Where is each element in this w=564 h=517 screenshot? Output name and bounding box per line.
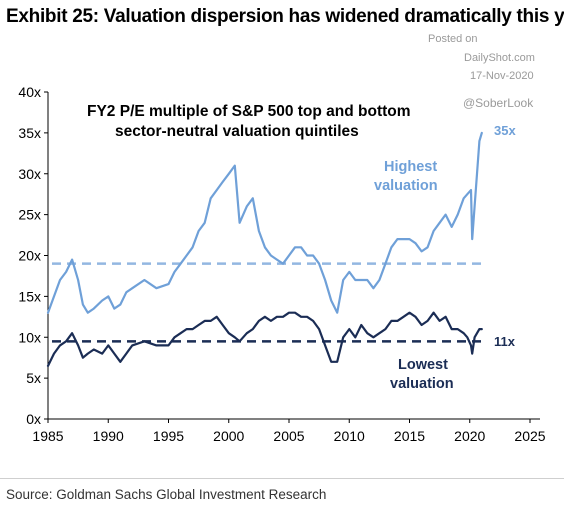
watermark-handle: @SoberLook bbox=[463, 96, 534, 110]
y-tick-label: 20x bbox=[18, 248, 41, 264]
chart-title-line1: FY2 P/E multiple of S&P 500 top and bott… bbox=[87, 103, 411, 120]
x-tick-label: 2015 bbox=[394, 428, 425, 444]
series-label-highest-2: valuation bbox=[374, 178, 438, 194]
series-line-lowest bbox=[46, 311, 483, 367]
chart-title-line2: sector-neutral valuation quintiles bbox=[115, 123, 359, 140]
y-tick-label: 25x bbox=[18, 207, 41, 223]
watermark-date: 17-Nov-2020 bbox=[470, 70, 534, 82]
x-tick-label: 2000 bbox=[213, 428, 244, 444]
y-tick-label: 5x bbox=[26, 370, 41, 386]
source-note: Source: Goldman Sachs Global Investment … bbox=[6, 487, 327, 502]
chart-axes: 0x 5x 10x 15x 20x 25x 30x 35x 40x 1985 1990 1995 200… bbox=[18, 84, 545, 444]
watermark-site: DailyShot.com bbox=[464, 52, 535, 64]
series-label-lowest-1: Lowest bbox=[398, 357, 448, 373]
average-reference-lines bbox=[52, 262, 482, 343]
y-tick-label: 40x bbox=[18, 84, 41, 100]
watermark-posted-on: Posted on bbox=[428, 33, 478, 45]
x-tick-label: 1990 bbox=[93, 428, 124, 444]
series-label-lowest-2: valuation bbox=[390, 376, 454, 392]
series-lines bbox=[46, 131, 483, 367]
footer-divider bbox=[0, 478, 564, 479]
end-label-lowest: 11x bbox=[494, 334, 516, 349]
y-tick-label: 10x bbox=[18, 329, 41, 345]
y-tick-label: 30x bbox=[18, 166, 41, 182]
page-title: Exhibit 25: Valuation dispersion has wid… bbox=[6, 6, 564, 27]
y-tick-label: 35x bbox=[18, 125, 41, 141]
x-tick-label: 2020 bbox=[454, 428, 485, 444]
valuation-line-chart: 0x 5x 10x 15x 20x 25x 30x 35x 40x 1985 1990 1995 200… bbox=[18, 84, 545, 444]
x-tick-label: 2010 bbox=[334, 428, 365, 444]
x-tick-label: 2005 bbox=[273, 428, 304, 444]
series-label-highest-1: Highest bbox=[384, 159, 437, 175]
x-tick-label: 1995 bbox=[153, 428, 184, 444]
end-label-highest: 35x bbox=[494, 123, 516, 138]
y-tick-label: 15x bbox=[18, 288, 41, 304]
y-tick-label: 0x bbox=[26, 411, 41, 427]
x-tick-label: 1985 bbox=[32, 428, 63, 444]
series-line-highest bbox=[46, 131, 483, 314]
x-tick-label: 2025 bbox=[514, 428, 545, 444]
